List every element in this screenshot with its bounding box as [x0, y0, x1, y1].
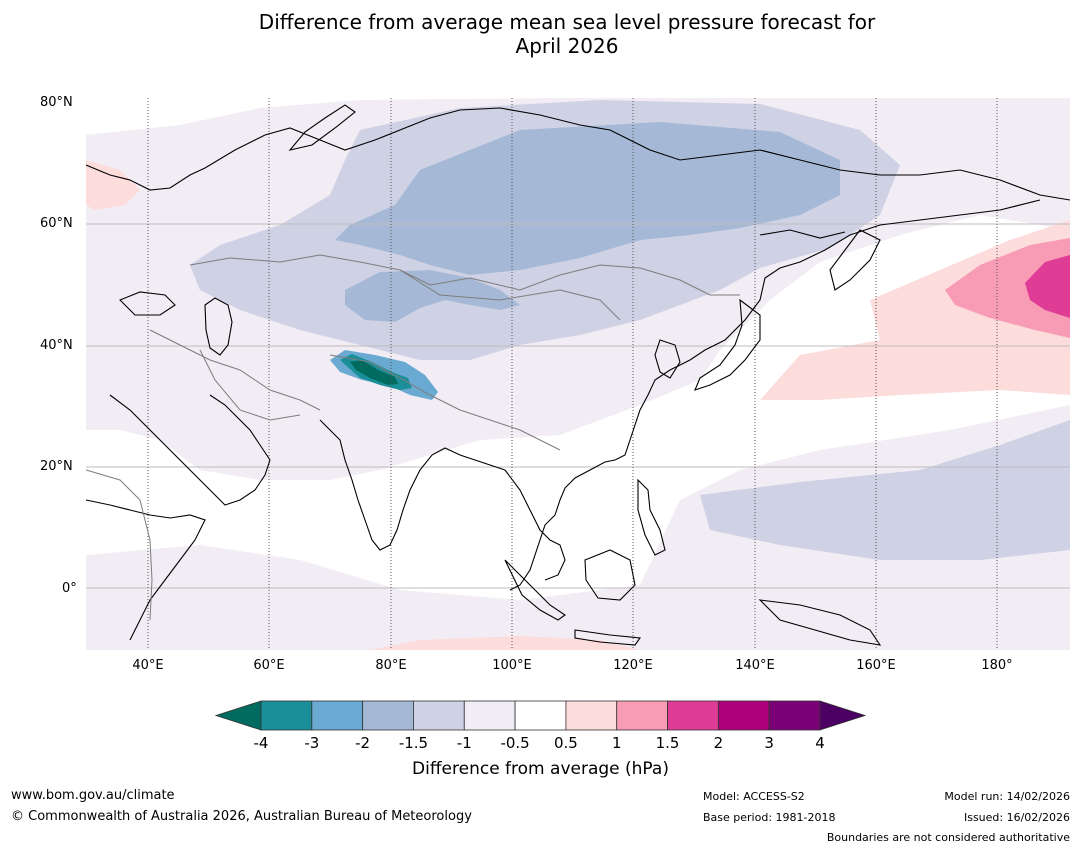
colorbar-tick-label: -2: [355, 734, 371, 752]
coastline-sumatra: [504, 559, 566, 621]
coastline-pacific: [509, 199, 1041, 591]
lon-label-80e: 80°E: [375, 658, 407, 673]
border-mongolia: [399, 269, 621, 321]
border-africa: [86, 469, 153, 621]
coastline-arabia: [109, 394, 271, 506]
border-central-asia: [189, 254, 740, 296]
lon-label-120e: 120°E: [613, 658, 653, 673]
title-line-1: Difference from average mean sea level p…: [258, 10, 876, 34]
anomaly-region-blue-grey-central: [345, 270, 520, 322]
lon-label-40e: 40°E: [132, 658, 164, 673]
colorbar-segment: [565, 700, 618, 731]
lat-label-80n: 80°N: [40, 95, 73, 110]
lon-label-180: 180°: [981, 658, 1013, 673]
anomaly-region-blue-grey: [335, 122, 840, 275]
map-plot-area: [86, 98, 1070, 650]
footer-copyright: © Commonwealth of Australia 2026, Austra…: [11, 809, 472, 824]
colorbar-segment: [413, 700, 465, 731]
colorbar-segment: [667, 700, 719, 731]
anomaly-region-dark-teal: [350, 360, 398, 385]
footer-base-period: Base period: 1981-2018: [703, 811, 836, 824]
lat-label-60n: 60°N: [40, 216, 73, 231]
colorbar-under-arrow: [214, 700, 262, 731]
coastline-africa-horn: [86, 499, 206, 641]
coastline-japan: [694, 298, 761, 391]
coastline-korea: [654, 339, 681, 379]
map-title: Difference from average mean sea level p…: [0, 10, 1081, 58]
lat-label-40n: 40°N: [40, 338, 73, 353]
colorbar-segment: [311, 700, 364, 731]
colorbar-segment: [717, 700, 770, 731]
lon-label-100e: 100°E: [492, 658, 532, 673]
footer-website: www.bom.gov.au/climate: [11, 788, 175, 803]
colorbar-tick-label: 3: [764, 734, 774, 752]
footer-issued: Issued: 16/02/2026: [963, 811, 1070, 824]
colorbar-tick-label: -0.5: [500, 734, 530, 752]
lat-label-20n: 20°N: [40, 459, 73, 474]
lon-label-140e: 140°E: [735, 658, 775, 673]
border-iran: [199, 349, 301, 421]
colorbar-tick-label: 2: [713, 734, 724, 752]
anomaly-region-rose: [945, 238, 1070, 338]
colorbar-segment: [362, 700, 414, 731]
footer-model-run: Model run: 14/02/2026: [944, 790, 1070, 803]
colorbar-segment: [616, 700, 668, 731]
coastline-borneo: [584, 549, 636, 601]
colorbar-tick-label: -4: [253, 734, 269, 752]
coastline-india: [319, 419, 506, 551]
coastline-kamchatka: [829, 229, 881, 291]
colorbar-over-arrow: [819, 700, 867, 731]
coastlines: [86, 104, 1070, 646]
colorbar-tick-label: -1.5: [398, 734, 429, 752]
colorbar-segment: [260, 700, 313, 731]
colorbar-title: Difference from average (hPa): [412, 759, 669, 779]
border-china-south: [329, 354, 561, 451]
footer-boundaries: Boundaries are not considered authoritat…: [826, 831, 1070, 844]
anomaly-region-pink-west: [86, 160, 140, 210]
coastline-southeast-asia: [504, 469, 566, 581]
footer-model: Model: ACCESS-S2: [703, 790, 805, 803]
longitude-gridlines: [147, 98, 998, 650]
colorbar-segment: [463, 700, 516, 731]
country-borders: [86, 254, 740, 621]
colorbar-tick-label: 1: [611, 734, 622, 752]
anomaly-region-light-lavender-south: [86, 405, 1070, 650]
colorbar-tick-label: 1.5: [655, 734, 680, 752]
colorbar-tick-label: -1: [456, 734, 472, 752]
border-middle-east: [149, 329, 321, 411]
anomaly-region-magenta: [1025, 255, 1070, 318]
colorbar-segment: [514, 700, 567, 731]
coastline-arctic: [86, 107, 1070, 201]
coastline-philippines: [637, 478, 666, 556]
colorbar-tick-label: 0.5: [553, 734, 578, 752]
coastline-novaya-zemlya: [288, 104, 356, 151]
latitude-gridlines: [86, 223, 1070, 589]
colorbar-tick-label: 4: [815, 734, 825, 752]
colorbar-segment: [768, 700, 821, 731]
title-line-2: April 2026: [515, 34, 619, 58]
coastline-okhotsk: [759, 229, 846, 239]
lon-label-160e: 160°E: [856, 658, 896, 673]
coastline-black-sea: [119, 291, 176, 316]
coastline-new-guinea: [758, 599, 882, 646]
colorbar-tick-label: -3: [304, 734, 320, 752]
lat-label-0: 0°: [62, 581, 77, 596]
anomaly-region-lavender-south: [700, 420, 1070, 560]
lon-label-60e: 60°E: [253, 658, 285, 673]
anomaly-region-pink-south: [370, 636, 640, 650]
coastline-caspian: [204, 297, 233, 356]
coastline-java: [574, 629, 641, 646]
